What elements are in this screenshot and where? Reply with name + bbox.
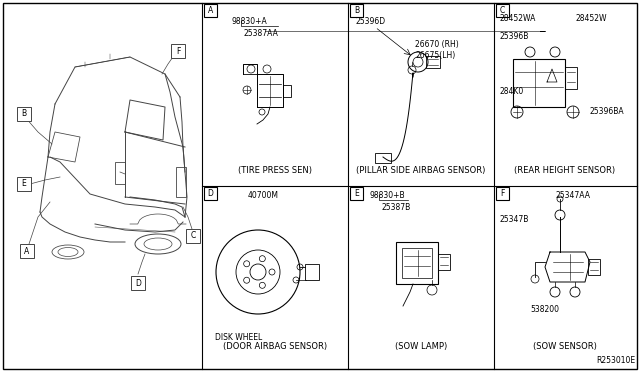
Bar <box>565 67 577 89</box>
Text: E: E <box>22 180 26 189</box>
Text: F: F <box>176 46 180 55</box>
Text: 98830+B: 98830+B <box>370 191 406 200</box>
Text: D: D <box>135 279 141 288</box>
Text: (SOW SENSOR): (SOW SENSOR) <box>533 343 597 352</box>
Bar <box>17 107 31 121</box>
Bar <box>17 177 31 191</box>
Bar <box>20 244 34 258</box>
Text: 25396B: 25396B <box>499 32 529 41</box>
Bar <box>496 4 509 17</box>
Text: (TIRE PRESS SEN): (TIRE PRESS SEN) <box>238 166 312 174</box>
Bar <box>204 187 217 200</box>
Bar <box>350 187 363 200</box>
Bar <box>496 187 509 200</box>
Bar <box>305 264 319 280</box>
Bar <box>396 242 438 284</box>
Text: 98830+A: 98830+A <box>232 17 268 26</box>
Text: 25396BA: 25396BA <box>590 107 625 116</box>
Bar <box>283 85 291 97</box>
Text: 25387AA: 25387AA <box>243 29 278 38</box>
Text: B: B <box>354 6 359 15</box>
Bar <box>402 248 432 278</box>
Text: 538200: 538200 <box>530 305 559 314</box>
Text: 26675(LH): 26675(LH) <box>415 51 455 60</box>
Text: R253010E: R253010E <box>596 356 635 365</box>
Text: E: E <box>354 189 359 198</box>
Bar <box>176 167 186 197</box>
Text: F: F <box>500 189 505 198</box>
Text: A: A <box>24 247 29 256</box>
Bar <box>426 56 440 68</box>
Text: 28452WA: 28452WA <box>499 14 536 23</box>
Text: 26670 (RH): 26670 (RH) <box>415 40 459 49</box>
Bar <box>131 276 145 290</box>
Text: 40700M: 40700M <box>248 191 279 200</box>
Bar <box>171 44 185 58</box>
Text: 284K0: 284K0 <box>499 87 524 96</box>
Text: B: B <box>21 109 27 119</box>
Text: 25396D: 25396D <box>355 17 385 26</box>
Bar <box>588 259 600 275</box>
Text: DISK WHEEL: DISK WHEEL <box>215 333 262 342</box>
Text: D: D <box>207 189 213 198</box>
Text: (SOW LAMP): (SOW LAMP) <box>395 343 447 352</box>
Bar <box>438 254 450 270</box>
Text: 25387B: 25387B <box>381 203 410 212</box>
Bar <box>186 229 200 243</box>
Bar <box>375 153 391 163</box>
Text: C: C <box>500 6 505 15</box>
Bar <box>350 4 363 17</box>
Text: (REAR HEIGHT SENSOR): (REAR HEIGHT SENSOR) <box>515 166 616 174</box>
Text: 28452W: 28452W <box>575 14 607 23</box>
Text: A: A <box>208 6 213 15</box>
Text: 25347AA: 25347AA <box>556 191 591 200</box>
Bar <box>204 4 217 17</box>
Bar <box>513 59 565 107</box>
Text: 25347B: 25347B <box>500 215 529 224</box>
Text: (PILLAR SIDE AIRBAG SENSOR): (PILLAR SIDE AIRBAG SENSOR) <box>356 166 486 174</box>
Bar <box>115 162 125 184</box>
Text: C: C <box>190 231 196 241</box>
Text: (DOOR AIRBAG SENSOR): (DOOR AIRBAG SENSOR) <box>223 343 327 352</box>
